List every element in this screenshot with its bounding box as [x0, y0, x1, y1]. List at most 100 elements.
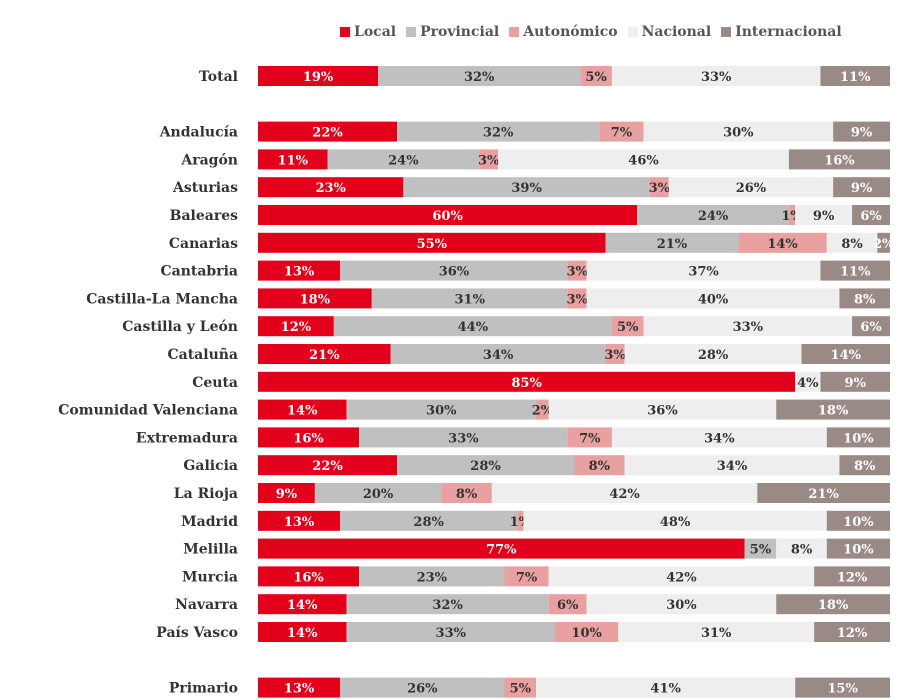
- data-label: 33%: [701, 70, 732, 85]
- data-label: 11%: [840, 70, 871, 85]
- data-label: 22%: [312, 126, 343, 141]
- bar-segment-local: [258, 316, 334, 337]
- bar-segment-local: [258, 232, 606, 253]
- data-label: 3%: [649, 181, 671, 196]
- bar-segment-local: [258, 566, 360, 587]
- bar-segment-internacional: [839, 288, 890, 309]
- bar-segment-autonómico: [599, 121, 644, 142]
- data-label: 3%: [566, 292, 588, 307]
- data-label: 14%: [287, 598, 318, 613]
- bar-segment-autonómico: [611, 316, 644, 337]
- data-label: 12%: [837, 570, 868, 585]
- legend-item-1: Provincial: [406, 24, 499, 40]
- bar-segment-internacional: [820, 260, 890, 281]
- bar-segment-autonómico: [788, 205, 796, 225]
- bar-segment-internacional: [833, 177, 890, 198]
- data-label: 55%: [417, 237, 448, 252]
- bar-segment-local: [258, 66, 379, 86]
- data-label: 8%: [456, 487, 478, 502]
- category-label: Madrid: [181, 514, 238, 530]
- data-label: 13%: [284, 265, 315, 280]
- bar-segment-local: [258, 371, 796, 392]
- data-label: 18%: [818, 404, 849, 419]
- bar-segment-internacional: [852, 205, 890, 225]
- legend: Local Provincial Autonómico Nacional Interna…: [340, 24, 842, 40]
- bar-segment-autonómico: [567, 427, 612, 448]
- data-label: 8%: [589, 459, 611, 474]
- data-label: 32%: [483, 126, 514, 141]
- data-label: 10%: [843, 431, 874, 446]
- bar-segment-local: [258, 288, 372, 309]
- legend-item-2: Autonómico: [509, 24, 618, 40]
- bar-segment-nacional: [611, 427, 827, 448]
- category-label: Canarias: [169, 236, 238, 252]
- bar-segment-internacional: [814, 566, 890, 587]
- data-label: 36%: [439, 265, 470, 280]
- category-label: Baleares: [170, 208, 238, 224]
- bar-segment-local: [258, 344, 391, 364]
- data-label: 23%: [315, 181, 346, 196]
- data-label: 31%: [454, 292, 485, 307]
- data-label: 11%: [278, 153, 309, 168]
- bar-segment-autonómico: [649, 177, 669, 198]
- data-label: 37%: [688, 265, 719, 280]
- data-label: 4%: [797, 376, 819, 391]
- data-label: 28%: [698, 348, 729, 363]
- data-label: 18%: [818, 598, 849, 613]
- bar-segment-provincial: [397, 455, 574, 476]
- bar-segment-provincial: [340, 260, 568, 281]
- data-label: 14%: [767, 237, 798, 252]
- data-label: 46%: [628, 153, 659, 168]
- bar-segment-provincial: [340, 510, 518, 531]
- bar-segment-nacional: [624, 455, 840, 476]
- data-label: 10%: [843, 543, 874, 558]
- category-label: Cataluña: [168, 346, 239, 363]
- data-label: 30%: [666, 598, 697, 613]
- data-label: 6%: [860, 209, 882, 224]
- data-label: 21%: [808, 487, 839, 502]
- bar-segment-provincial: [359, 566, 505, 587]
- data-label: 12%: [281, 320, 312, 335]
- data-label: 7%: [516, 570, 538, 585]
- bar-segment-internacional: [826, 427, 890, 448]
- category-label: Castilla y León: [122, 319, 238, 335]
- data-label: 24%: [388, 153, 419, 168]
- bar-segment-autonómico: [504, 566, 549, 587]
- category-label: La Rioja: [174, 486, 238, 502]
- bar-segment-nacional: [491, 483, 758, 503]
- data-label: 22%: [312, 459, 343, 474]
- bar-segment-local: [258, 677, 341, 698]
- data-label: 5%: [617, 320, 639, 335]
- data-label: 2%: [532, 404, 554, 419]
- bar-segment-provincial: [403, 177, 650, 198]
- bar-segment-nacional: [643, 316, 853, 337]
- bar-segment-nacional: [776, 538, 827, 559]
- bar-segment-internacional: [814, 622, 890, 642]
- data-label: 2%: [873, 237, 895, 252]
- data-label: 44%: [458, 320, 489, 335]
- data-label: 21%: [309, 348, 340, 363]
- category-label: Galicia: [183, 458, 238, 474]
- bar-segment-nacional: [826, 232, 878, 253]
- category-label: Melilla: [183, 542, 238, 558]
- bar-segment-internacional: [839, 455, 890, 476]
- data-label: 15%: [827, 682, 858, 697]
- data-label: 7%: [579, 431, 601, 446]
- data-label: 14%: [287, 626, 318, 641]
- bar-segment-autonómico: [536, 399, 549, 420]
- data-label: 33%: [733, 320, 764, 335]
- data-label: 8%: [841, 237, 863, 252]
- data-label: 33%: [436, 626, 467, 641]
- category-label: Murcia: [182, 569, 238, 585]
- data-label: 24%: [698, 209, 729, 224]
- data-label: 30%: [723, 126, 754, 141]
- bar-segment-provincial: [744, 538, 777, 559]
- data-label: 6%: [557, 598, 579, 613]
- category-label: Comunidad Valenciana: [58, 403, 238, 419]
- legend-item-3: Nacional: [627, 24, 711, 40]
- bar-segment-internacional: [801, 344, 890, 364]
- bar-segment-internacional: [826, 510, 890, 531]
- data-label: 5%: [510, 682, 532, 697]
- bar-segment-autonómico: [548, 594, 587, 615]
